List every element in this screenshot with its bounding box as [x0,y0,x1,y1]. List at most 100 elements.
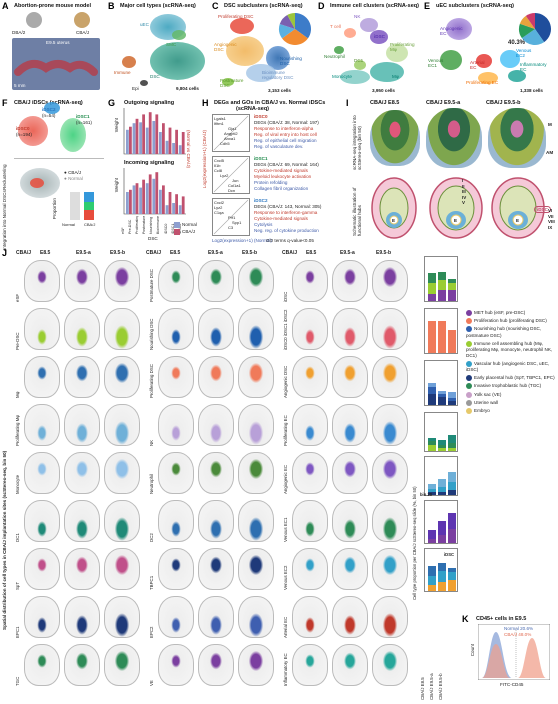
stacked-bar-segment [438,571,446,582]
j-spatial-map [198,596,234,638]
umap-proliferating-ec [478,72,498,84]
j-spatial-map [24,596,60,638]
stacked-bar-segment [438,487,446,492]
d-label-neutrophil: Neutrophil [324,54,345,59]
h-idsc0-badge: iDSC0 [254,114,268,119]
j-bars-column [418,256,460,636]
i-roman-2: II [462,183,465,189]
g-bar [152,121,156,154]
panel-label-i: I [346,98,349,108]
j-spatial-map [24,548,60,590]
i-am-label: AM [546,150,554,155]
stacked-bar-segment [428,386,436,395]
f-bar-normal [70,192,80,220]
uterus-stage: E9.5 uterus [46,40,70,45]
g-bar [132,123,136,154]
hub-legend-text: Early placental hub (SpT, TBPC1, EPC) [474,375,555,381]
panel-k-title: CD45+ cells in E9.5 [476,616,527,622]
stacked-bar-segment [448,580,456,591]
j-row-label: iDSC [283,291,288,302]
mouse-female-icon [26,12,42,28]
stacked-bar-segment [448,398,456,402]
j-spatial-map [372,404,408,446]
c-label-nourishing: Nourishing DSC [280,56,302,66]
b-label-uec: uEC [140,22,149,27]
j-spatial-map [372,308,408,350]
j-spatial-map [372,500,408,542]
umap-inflammatory-ec [508,70,526,82]
f-side-recluster: Reclustering [2,164,7,190]
g-bar [162,123,165,154]
stacked-bar-segment [438,534,446,543]
j-spatial-map [158,500,194,542]
h-gene-c1qa: C1qa [214,210,224,215]
j-spatial-map [64,548,100,590]
pie-slice [282,29,308,45]
i-side-schematic: Schematic illustration of functional hub… [352,187,362,236]
pie-slice [525,13,535,29]
stacked-bar-segment [448,529,456,543]
i-roman-5: V [462,200,466,206]
pie-slice [295,13,311,39]
j-spatial-map [104,644,140,686]
g-ylab-1: Weight [114,118,119,133]
j-bars-ylab: Cell type proportion per CBA/J scStereo-… [412,486,417,600]
j-spatial-map [104,260,140,302]
hub-legend-swatch [466,340,472,347]
g-bar [129,126,132,154]
j-spatial-map [64,356,100,398]
stacked-bar-segment [438,492,446,495]
g-legend-cbaj: CBA/J [174,229,195,235]
f-side-integration: Integration into Normal DSCs [2,190,7,250]
panel-g-title-in: Incoming signaling [124,160,175,166]
h-gene-prf1: Prf1 [228,215,236,220]
g-x-tick: Bioimmune DSC [157,216,161,234]
j-spatial-map [332,548,368,590]
hub-legend-text: MET hub (eSF, pre-DSC) [474,310,526,316]
j-spatial-map [158,596,194,638]
g-bar [126,192,129,214]
c-label-angiogenic: Angiogenic DSC [214,42,237,52]
stacked-bar-panel [424,308,458,354]
g-bar [135,183,139,214]
umap-idsc1 [60,118,86,152]
j-col1-hdr-e85: E8.5 [40,250,51,256]
stacked-bar-segment [448,481,456,491]
g-bar [139,187,142,214]
h-idsc1-badge: iDSC1 [254,156,268,161]
h-gene-cxcl2: Cxcl2 [214,200,225,205]
stacked-bar-segment [448,490,456,495]
j-spatial-map [372,452,408,494]
j-row-label: Inflammatory EC [283,653,288,686]
stacked-bar-segment [438,444,446,448]
stacked-bar-panel [424,456,458,496]
f-legend-normal-text: Normal [68,176,83,181]
h-gene-ccl8: Ccl8 [214,168,223,173]
g-bar [148,112,152,154]
j-spatial-map [292,404,328,446]
j-spatial-map [64,644,100,686]
umap-bioimmune-dsc [246,64,276,82]
j-spatial-map [332,404,368,446]
j-row-label: eSF [15,293,20,302]
k-cbaj-pct: CBA/J 48.0% [504,632,532,637]
panel-g-title-out: Outgoing signaling [124,100,175,106]
hub-legend-item: Immune cell assembling hub (Mφ, prolifer… [466,340,556,359]
male-strain: CBA/J [76,30,90,35]
h-go2d: Collagen fibril organization [254,186,309,191]
k-xlab: FITC-CD45 [500,682,524,687]
h-gene-c3: C3 [228,225,234,230]
h-go1a: Response to interferon-alpha [254,126,314,131]
g-bar [126,129,129,154]
j-col2-hdr-cbaj: CBA/J [146,250,162,256]
panel-h-subtitle: (scRNA-seq) [236,106,270,112]
panel-label-j: J [2,248,8,258]
e-label-angiogenic: Angiogenic EC [440,26,463,36]
stacked-bar-segment [428,483,436,489]
g-legend-normal-swatch [174,222,180,228]
stacked-bar-panel [424,256,458,302]
h-gene-lyz2b: Lyz2 [214,205,223,210]
g-bar [155,114,159,154]
g-bar [159,132,162,154]
e-label-venous2: Venous EC2 [516,48,532,58]
